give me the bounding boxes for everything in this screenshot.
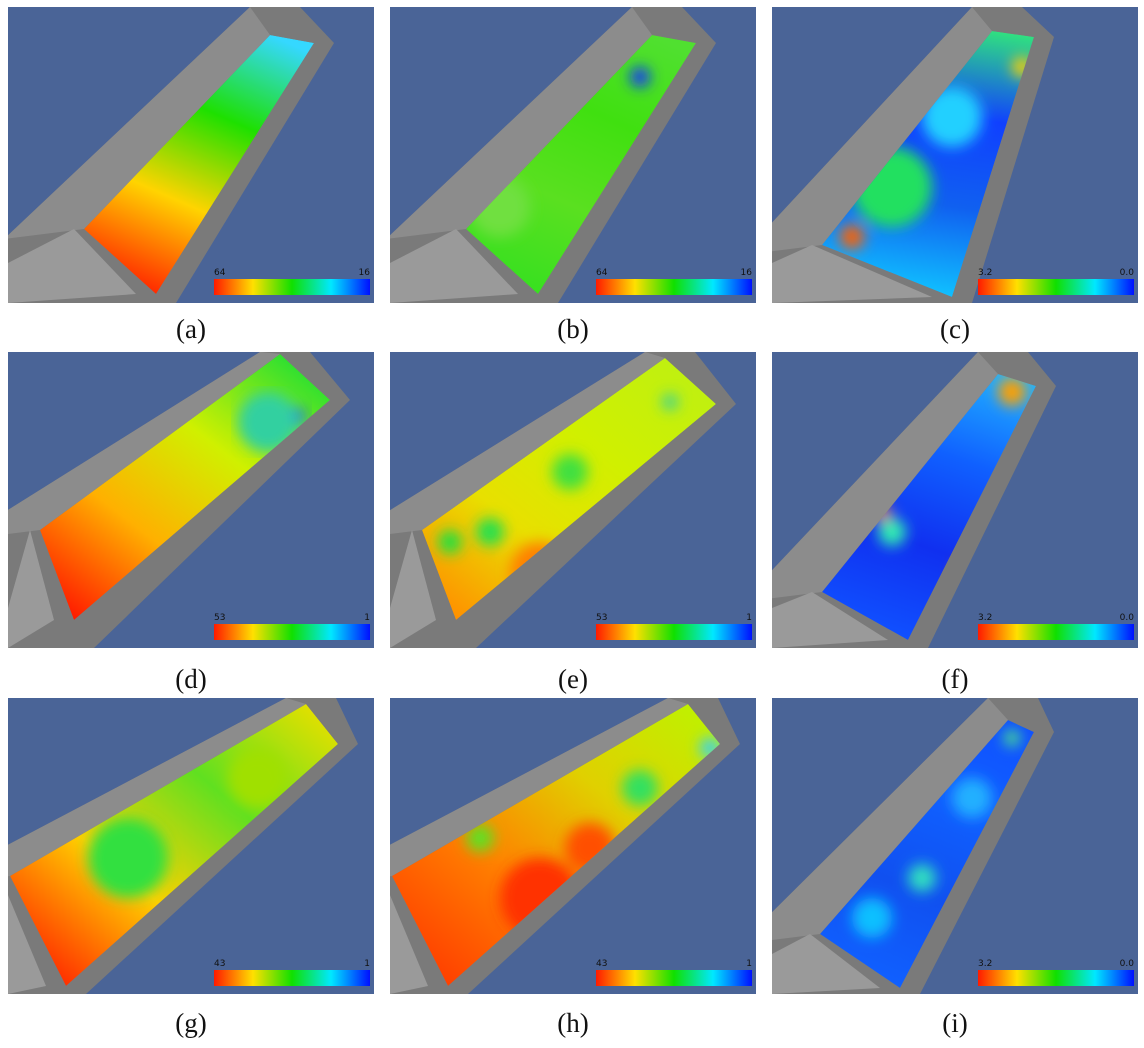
colorbar	[596, 279, 752, 295]
panel-caption: (d)	[131, 664, 251, 695]
colorbar-max: 43	[596, 959, 607, 969]
surface-blob	[662, 394, 678, 410]
surface-blob	[840, 225, 864, 249]
panel-caption: (e)	[513, 664, 633, 695]
surface-blob	[908, 864, 936, 892]
panel-caption: (c)	[895, 314, 1015, 345]
panel-caption: (g)	[131, 1008, 251, 1039]
colorbar-min: 16	[741, 268, 753, 278]
surface-blob	[630, 67, 650, 87]
colorbar-min: 1	[364, 613, 370, 623]
figure: 64 16 (a) 64 16 (b) 3.2 0.0 (c) 53 1 (d) 53 1 (e) 3.2 0.…	[0, 0, 1144, 1048]
render-panel: 3.2 0.0	[772, 352, 1138, 648]
colorbar-min: 1	[746, 959, 752, 969]
colorbar-max: 43	[214, 959, 225, 969]
surface-blob	[88, 818, 168, 898]
surface-blob	[952, 778, 992, 818]
surface-blob	[852, 898, 892, 938]
render-panel: 53 1	[8, 352, 374, 648]
colorbar-min: 1	[746, 613, 752, 623]
surface-blob	[476, 518, 504, 546]
render-panel: 3.2 0.0	[772, 7, 1138, 303]
colorbar-min: 16	[359, 268, 371, 278]
colorbar	[978, 279, 1134, 295]
render-panel: 43 1	[390, 698, 756, 994]
colorbar	[214, 970, 370, 986]
colorbar-min: 1	[364, 959, 370, 969]
colorbar	[978, 970, 1134, 986]
surface-blob	[878, 518, 906, 546]
colorbar-min: 0.0	[1120, 268, 1135, 278]
colorbar-max: 64	[214, 268, 226, 278]
colorbar-min: 0.0	[1120, 613, 1135, 623]
colorbar-max: 53	[596, 613, 607, 623]
panel-caption: (f)	[895, 664, 1015, 695]
surface-blob	[552, 454, 588, 490]
render-panel: 43 1	[8, 698, 374, 994]
panel-caption: (a)	[131, 314, 251, 345]
render-panel: 3.2 0.0	[772, 698, 1138, 994]
colorbar-max: 53	[214, 613, 225, 623]
colorbar	[596, 624, 752, 640]
panel-caption: (b)	[513, 314, 633, 345]
surface-blob	[438, 530, 462, 554]
surface-blob	[1004, 730, 1020, 746]
colorbar-max: 3.2	[978, 959, 992, 969]
colorbar	[214, 624, 370, 640]
colorbar-max: 3.2	[978, 613, 992, 623]
colorbar-max: 64	[596, 268, 608, 278]
surface-blob	[622, 770, 658, 806]
panel-caption: (h)	[513, 1008, 633, 1039]
colorbar-min: 0.0	[1120, 959, 1135, 969]
colorbar	[978, 624, 1134, 640]
colorbar	[214, 279, 370, 295]
render-panel: 64 16	[8, 7, 374, 303]
surface-blob	[998, 378, 1026, 406]
colorbar	[596, 970, 752, 986]
render-panel: 53 1	[390, 352, 756, 648]
render-panel: 64 16	[390, 7, 756, 303]
colorbar-max: 3.2	[978, 268, 992, 278]
panel-caption: (i)	[895, 1008, 1015, 1039]
